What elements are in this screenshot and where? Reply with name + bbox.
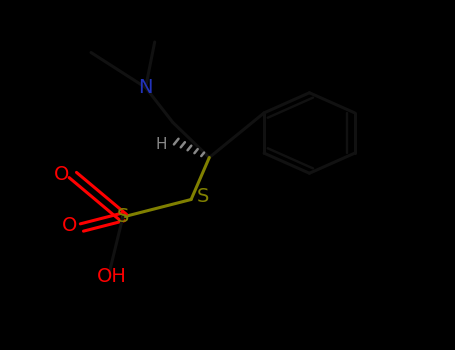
Text: O: O (54, 166, 69, 184)
Text: O: O (61, 216, 77, 235)
Text: N: N (138, 78, 153, 97)
Text: S: S (196, 187, 209, 206)
Text: S: S (116, 208, 129, 226)
Text: H: H (156, 137, 167, 152)
Text: OH: OH (96, 267, 126, 286)
